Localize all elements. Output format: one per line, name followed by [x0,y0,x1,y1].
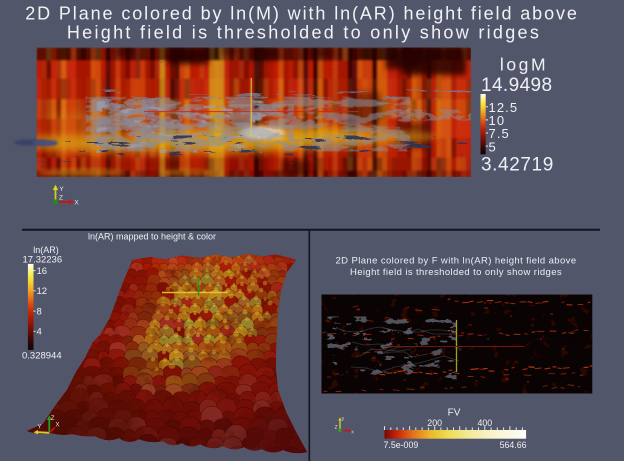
svg-text:Z: Z [334,425,337,431]
svg-text:ln(AR): ln(AR) [33,245,59,255]
svg-text:Height field is thresholded to: Height field is thresholded to only show… [350,267,562,278]
svg-text:2D Plane colored by ln(M) with: 2D Plane colored by ln(M) with ln(AR) he… [25,4,579,24]
svg-text:X: X [74,200,79,207]
svg-text:x: x [351,430,354,436]
svg-text:FV: FV [448,408,461,419]
svg-text:3.42719: 3.42719 [481,155,554,176]
svg-text:5: 5 [489,139,497,154]
svg-text:564.66: 564.66 [500,440,527,450]
svg-text:8: 8 [37,306,42,317]
svg-text:7.5e-009: 7.5e-009 [384,440,419,450]
svg-text:Height field is thresholded to: Height field is thresholded to only show… [67,23,541,43]
svg-text:Y: Y [59,186,64,193]
svg-text:7.5: 7.5 [489,126,510,141]
svg-text:0.328944: 0.328944 [22,351,62,362]
svg-text:10: 10 [489,113,506,128]
svg-text:400: 400 [477,418,492,428]
svg-text:12.5: 12.5 [489,100,519,115]
svg-text:logM: logM [500,55,548,75]
svg-text:Y: Y [37,424,41,430]
svg-text:y: y [342,416,345,422]
svg-text:4: 4 [37,327,42,338]
svg-text:17.32236: 17.32236 [23,255,63,266]
svg-text:ln(AR) mapped to height & colo: ln(AR) mapped to height & color [88,232,216,242]
svg-text:2D Plane colored by F with ln(: 2D Plane colored by F with ln(AR) height… [336,256,577,267]
svg-text:16: 16 [37,266,48,277]
svg-text:200: 200 [427,418,442,428]
svg-text:14.9498: 14.9498 [481,75,552,96]
svg-text:12: 12 [37,286,48,297]
svg-text:X: X [55,423,59,429]
svg-text:Z: Z [51,416,55,422]
svg-text:Z: Z [59,195,63,202]
